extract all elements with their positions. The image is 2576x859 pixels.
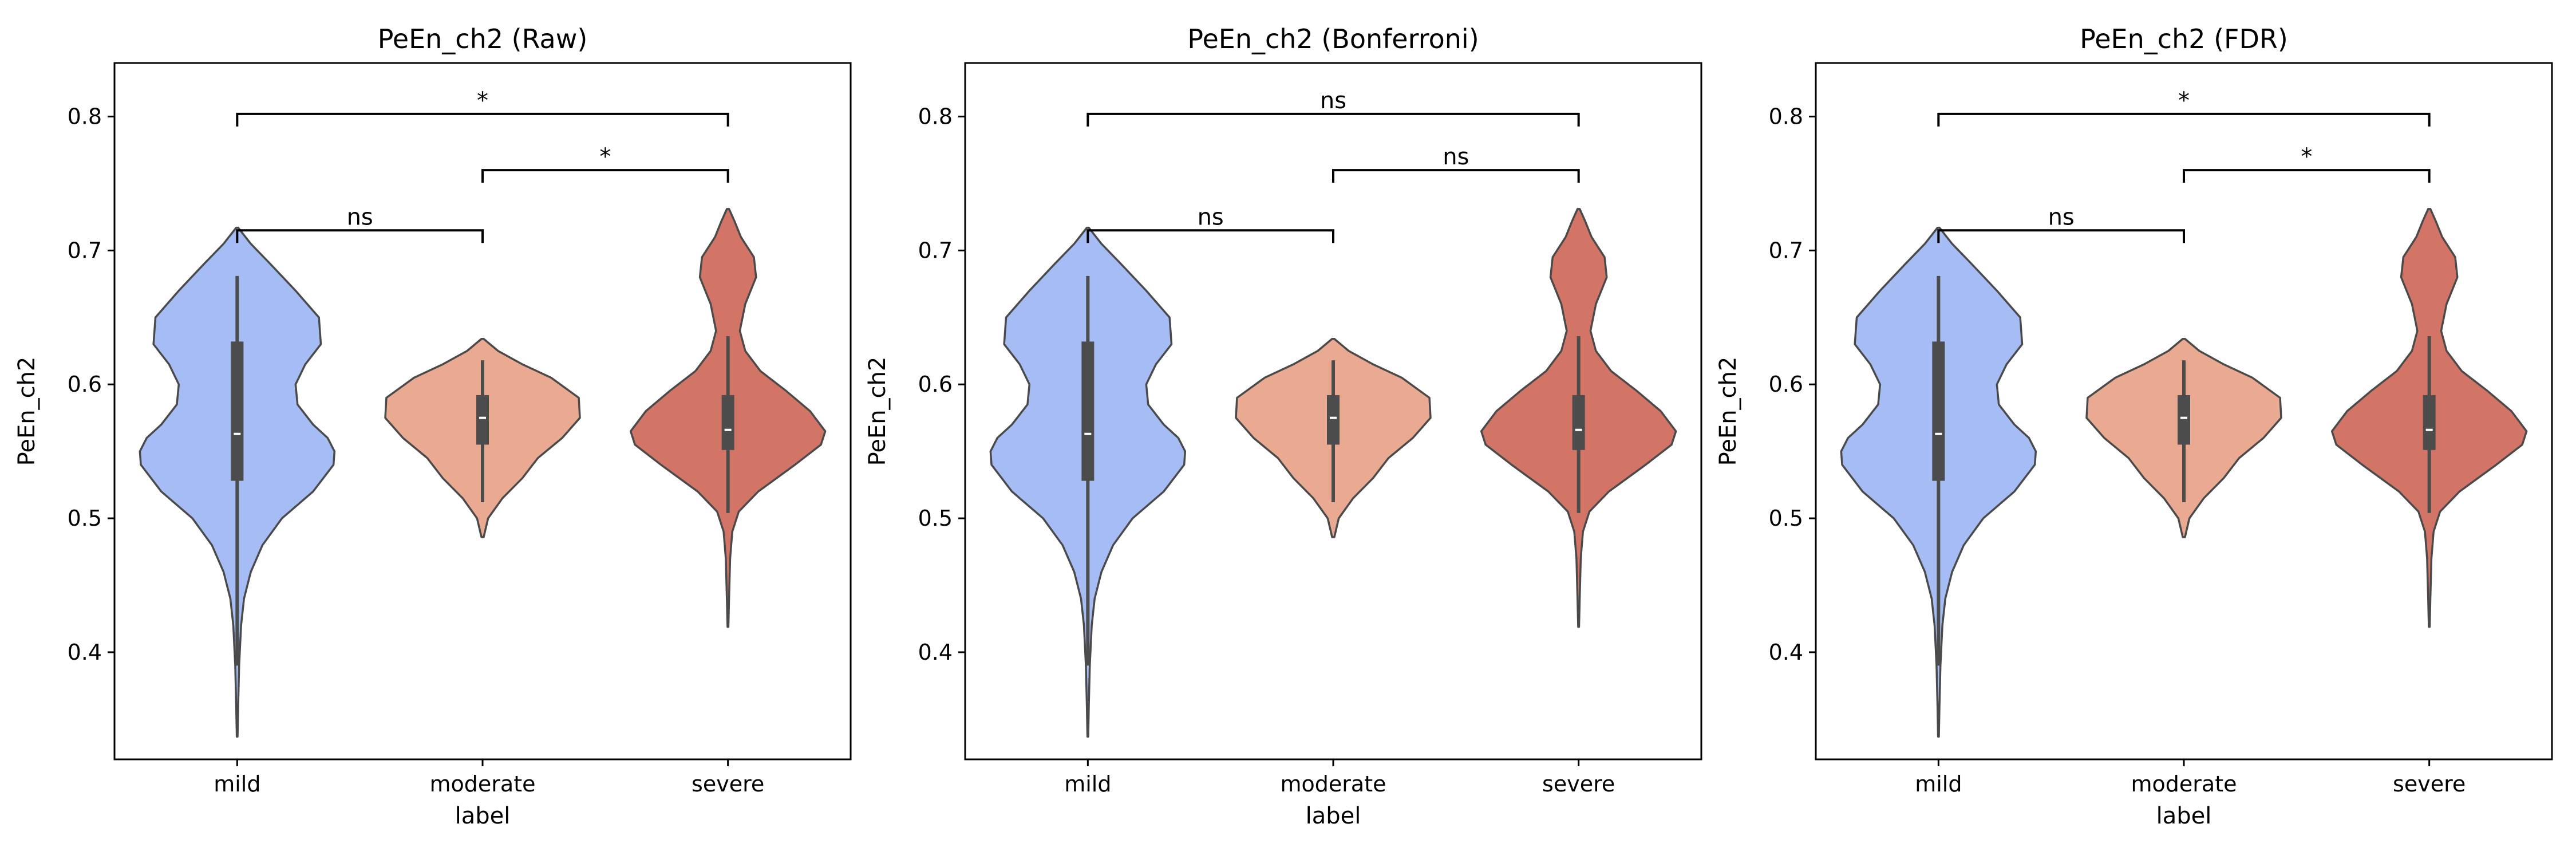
bracket-label: *	[2178, 88, 2190, 114]
violin-mild	[1840, 226, 2037, 738]
violin-iqr-box	[1327, 395, 1340, 445]
y-tick-label: 0.7	[918, 238, 953, 263]
significance-bracket-mild-severe: *	[1937, 88, 2431, 127]
significance-bracket-moderate-severe: *	[2183, 144, 2431, 183]
y-tick-label: 0.6	[918, 372, 953, 397]
bracket-label: *	[2301, 144, 2312, 170]
violin-mild	[989, 226, 1187, 738]
bracket-line	[1937, 112, 2431, 127]
x-tick-label-severe: severe	[1542, 771, 1615, 797]
y-tick-label: 0.7	[68, 238, 102, 263]
plot-frame	[964, 62, 1702, 761]
bracket-label: ns	[1320, 88, 1346, 114]
y-tick-label: 0.4	[68, 640, 102, 665]
violin-iqr-box	[476, 395, 489, 445]
violin-severe	[1480, 208, 1677, 628]
significance-bracket-mild-moderate: ns	[1937, 204, 2185, 243]
chart-panel-2: PeEn_ch2 (Bonferroni) 0.4 0.5 0.6 0.7 0.8 PeEn…	[864, 23, 1702, 829]
x-tick-label-mild: mild	[1915, 771, 1962, 797]
x-tick-label-severe: severe	[692, 771, 764, 797]
violin-severe	[2330, 208, 2528, 628]
bracket-line	[1937, 229, 2185, 243]
y-axis-label: PeEn_ch2	[1715, 357, 1741, 466]
bracket-line	[1086, 112, 1580, 127]
significance-bracket-moderate-severe: *	[481, 144, 729, 183]
bracket-line	[2183, 169, 2431, 183]
bracket-label: ns	[1443, 144, 1469, 170]
significance-bracket-mild-severe: ns	[1086, 88, 1580, 127]
y-tick-label: 0.6	[1769, 372, 1803, 397]
significance-bracket-mild-moderate: ns	[236, 204, 484, 243]
violin-iqr-box	[1572, 395, 1585, 450]
chart-panel-3: PeEn_ch2 (FDR) 0.4 0.5 0.6 0.7 0.8 PeEn_ch2mil…	[1715, 23, 2553, 829]
violin-mild	[139, 226, 336, 738]
violin-moderate	[1235, 337, 1432, 538]
y-tick-label: 0.4	[1769, 640, 1803, 665]
bracket-label: ns	[347, 204, 373, 230]
bracket-line	[236, 229, 484, 243]
plot-frame	[113, 62, 852, 761]
x-tick-label-severe: severe	[2393, 771, 2466, 797]
bracket-label: *	[599, 144, 611, 170]
y-axis-label: PeEn_ch2	[14, 357, 40, 466]
y-tick-label: 0.4	[918, 640, 953, 665]
violin-moderate	[384, 337, 581, 538]
x-axis-label: label	[1306, 803, 1361, 829]
violin-iqr-box	[1081, 341, 1095, 481]
x-tick-label-moderate: moderate	[2131, 771, 2237, 797]
bracket-line	[236, 112, 729, 127]
bracket-label: ns	[2048, 204, 2075, 230]
y-tick-label: 0.7	[1769, 238, 1803, 263]
x-tick-label-mild: mild	[1064, 771, 1111, 797]
chart-title: PeEn_ch2 (Bonferroni)	[1187, 23, 1479, 54]
chart-title: PeEn_ch2 (FDR)	[2080, 23, 2288, 54]
x-tick-label-moderate: moderate	[1281, 771, 1386, 797]
bracket-line	[1086, 229, 1334, 243]
significance-bracket-mild-moderate: ns	[1086, 204, 1334, 243]
violin-severe	[629, 208, 827, 628]
significance-bracket-mild-severe: *	[236, 88, 729, 127]
x-tick-label-moderate: moderate	[430, 771, 536, 797]
chart-panel-1: PeEn_ch2 (Raw) 0.4 0.5 0.6 0.7 0.8 PeEn_ch2mil…	[14, 23, 852, 829]
violin-moderate	[2085, 337, 2282, 538]
bracket-label: ns	[1198, 204, 1224, 230]
bracket-line	[1332, 169, 1580, 183]
plot-frame	[1815, 62, 2553, 761]
violin-iqr-box	[231, 341, 244, 481]
y-tick-label: 0.8	[918, 104, 953, 129]
bracket-line	[481, 169, 729, 183]
chart-title: PeEn_ch2 (Raw)	[378, 23, 588, 54]
y-tick-label: 0.6	[68, 372, 102, 397]
violin-iqr-box	[1932, 341, 1945, 481]
x-tick-label-mild: mild	[214, 771, 260, 797]
significance-bracket-moderate-severe: ns	[1332, 144, 1580, 183]
bracket-label: *	[477, 88, 488, 114]
y-axis-label: PeEn_ch2	[864, 357, 891, 466]
y-tick-label: 0.8	[68, 104, 102, 129]
y-tick-label: 0.5	[1769, 506, 1803, 531]
y-tick-label: 0.5	[918, 506, 953, 531]
x-axis-label: label	[2156, 803, 2212, 829]
y-tick-label: 0.5	[68, 506, 102, 531]
violin-iqr-box	[2178, 395, 2190, 445]
x-axis-label: label	[455, 803, 511, 829]
violin-iqr-box	[2423, 395, 2436, 450]
violin-iqr-box	[721, 395, 734, 450]
y-tick-label: 0.8	[1769, 104, 1803, 129]
